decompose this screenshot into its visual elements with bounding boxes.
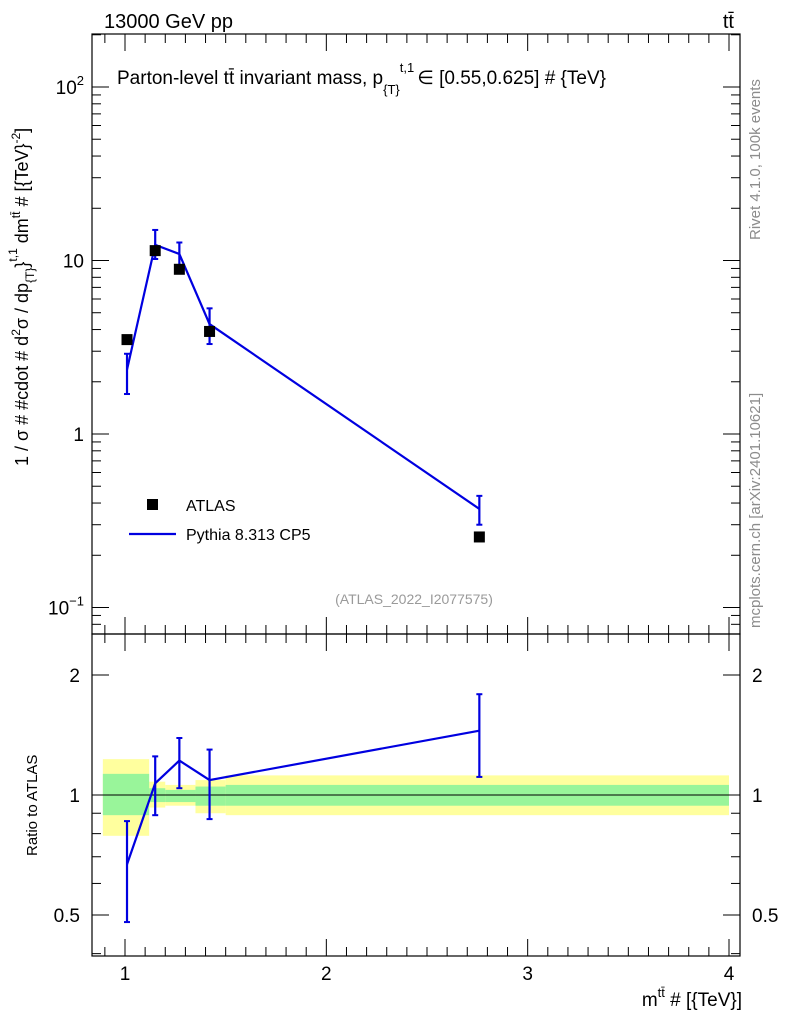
ylabel-sup-tt: tt̄ [9,211,23,218]
pythia-line [125,243,480,510]
ratio-axis-ticks [92,634,740,956]
atlas-data-point [121,334,133,346]
header-energy-label: 13000 GeV pp [104,11,233,33]
ratio-y-tick-label: 1 [69,786,80,807]
ratio-y-tick-label-right: 0.5 [752,906,778,927]
tick-exponent: 2 [77,73,84,88]
ylabel-part-f: ] [12,128,32,133]
main-plot-marks [121,228,485,543]
legend: ATLAS Pythia 8.313 CP5 [129,498,311,544]
title-prefix: Parton-level [117,68,224,89]
x-tick-label: 4 [724,964,735,985]
ylabel-part-a: 1 / σ # #cdot # d [12,336,32,466]
ratio-panel: 0.5 0.5 1 1 2 2 1 2 3 4 Ratio to ATLAS mtt̄ # [{T… [24,633,779,1011]
atlas-data-point [149,245,161,257]
main-y-axis-label: 1 / σ # #cdot # d2σ / dp{T}}t,1 dmtt̄ # … [6,128,37,466]
x-tick-label: 2 [321,964,332,985]
title-suffix: ∈ [0.55,0.625] # {TeV} [417,68,606,89]
x-tick-label: 3 [522,964,533,985]
title-sup: t,1 [400,60,414,75]
header-process-label: tt̄ [723,11,735,33]
ratio-uncertainty-bands [92,759,740,836]
rivet-version-label: Rivet 4.1.0, 100k events [747,79,764,240]
ratio-tick-labels: 0.5 0.5 1 1 2 2 1 2 3 4 [54,666,779,985]
tick-base: 10 [48,599,69,620]
ratio-y-tick-label: 2 [69,666,80,687]
xlabel-part-a: m [642,990,658,1011]
ylabel-sub-t: {T} [23,268,37,283]
atlas-data-point [204,325,216,337]
main-y-tick-label: 1 [73,425,84,446]
tick-base: 1 [73,425,84,446]
ratio-plot-marks [124,693,483,924]
x-axis-label: mtt̄ # [{TeV}] [642,985,742,1011]
ylabel-sup-t1: t,1 [6,248,20,262]
legend-atlas-marker [147,499,158,510]
ratio-inner-band [165,789,196,803]
xlabel-sup: tt̄ [658,985,666,1000]
ratio-y-axis-label: Ratio to ATLAS [24,755,41,856]
main-plot-title: Parton-level tt̄ invariant mass, p{T}t,1… [117,60,606,97]
ratio-plot-frame [91,633,741,957]
main-y-tick-label: 102 [56,73,84,99]
ylabel-part-b: σ / dp [12,283,32,329]
tick-base: 10 [63,252,84,273]
ylabel-sup-m2: -2 [9,133,23,144]
main-plot-frame [91,33,741,635]
ylabel-part-d: dm [12,218,32,248]
main-y-tick-label: 10 [63,252,84,273]
ylabel-part-c: } [12,262,32,268]
source-label: mcplots.cern.ch [arXiv:2401.10621] [747,393,764,628]
tick-base: 10 [56,78,77,99]
ylabel-part-e: # [{TeV} [12,144,32,212]
legend-atlas-label: ATLAS [186,498,236,515]
analysis-watermark: (ATLAS_2022_I2077575) [335,591,493,607]
legend-pythia-label: Pythia 8.313 CP5 [186,527,311,544]
main-y-tick-label: 10−1 [48,594,84,620]
ratio-y-tick-label-right: 2 [752,666,763,687]
ratio-y-tick-label: 0.5 [54,906,80,927]
atlas-data-point [173,263,185,275]
xlabel-part-b: # [{TeV}] [665,990,742,1011]
title-sub: {T} [383,82,400,97]
title-ttbar: tt̄ [224,68,235,89]
ylabel-sup-2: 2 [9,329,23,336]
tick-exponent: −1 [69,594,84,609]
ratio-y-tick-label-right: 1 [752,786,763,807]
atlas-data-point [473,531,485,543]
x-tick-label: 1 [120,964,131,985]
title-middle: invariant mass, p [234,68,383,89]
main-axis-ticks [92,34,740,634]
